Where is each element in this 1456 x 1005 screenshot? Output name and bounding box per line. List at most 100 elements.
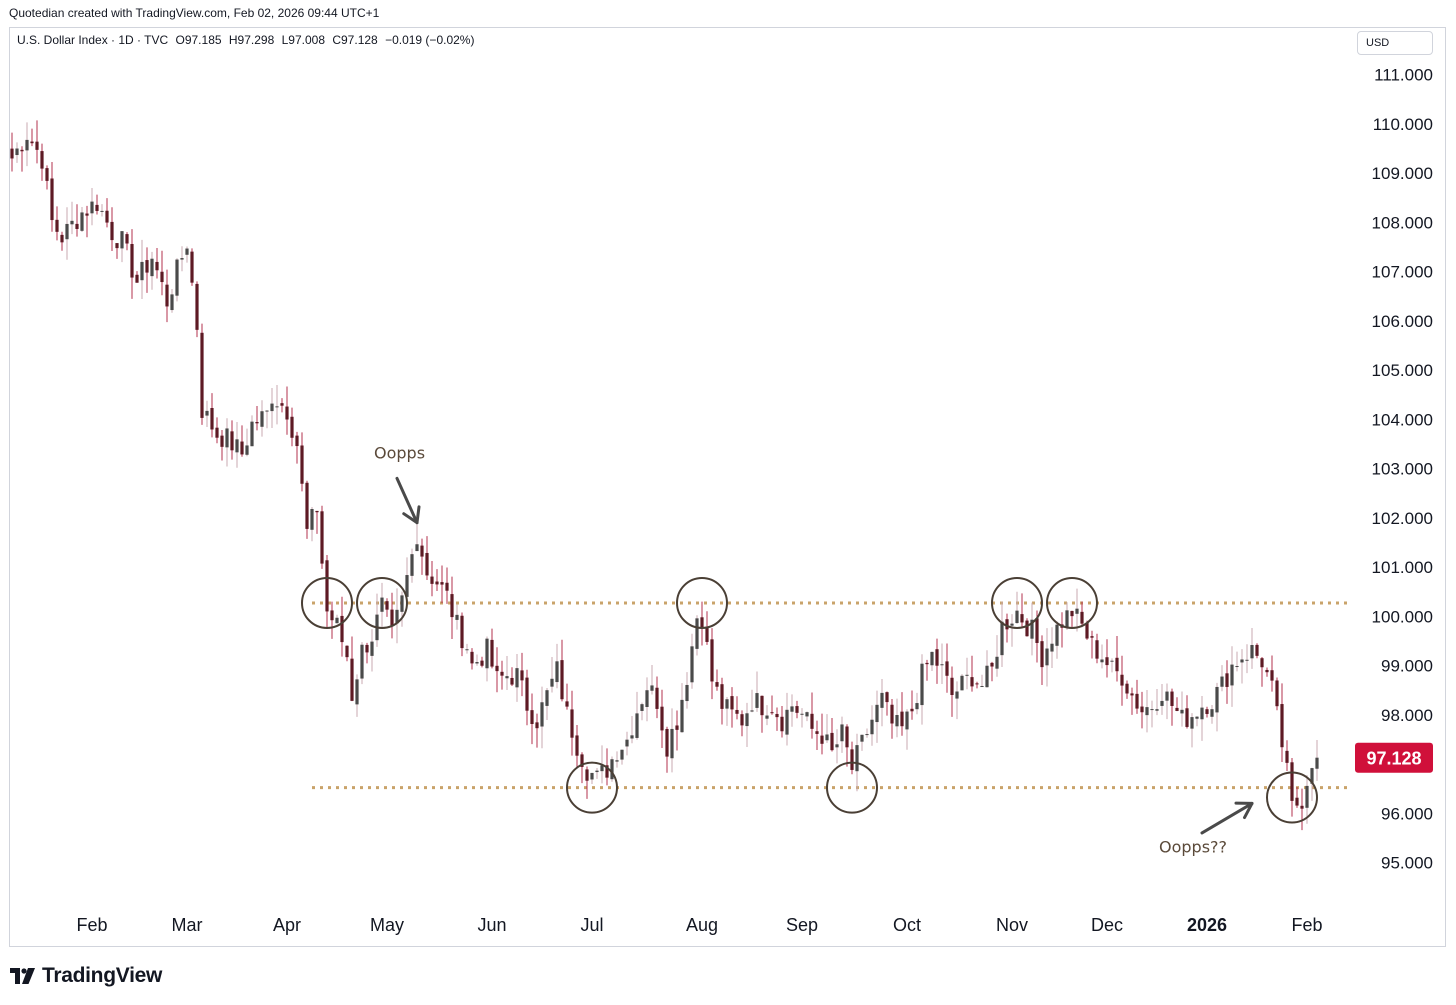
candle-body[interactable] [550,678,554,687]
candle-body[interactable] [950,677,954,695]
candle-body[interactable] [1005,619,1009,630]
candle-body[interactable] [355,679,359,705]
candle-body[interactable] [1270,670,1274,681]
candle-body[interactable] [20,149,24,152]
candle-body[interactable] [1310,768,1314,784]
candle-body[interactable] [240,441,244,455]
candle-body[interactable] [455,614,459,620]
candle-body[interactable] [1065,610,1069,629]
highlight-circle[interactable] [1046,576,1098,629]
candle-body[interactable] [1155,709,1159,711]
candle-body[interactable] [390,609,394,626]
candle-body[interactable] [810,713,814,729]
candle-body[interactable] [1200,707,1204,720]
candle-body[interactable] [235,439,239,453]
candle-body[interactable] [735,709,739,714]
candle-body[interactable] [760,695,764,716]
candle-body[interactable] [265,410,269,412]
candle-body[interactable] [1180,709,1184,714]
candle-body[interactable] [495,665,499,672]
candle-body[interactable] [1095,640,1099,659]
candle-body[interactable] [450,594,454,618]
candle-body[interactable] [775,713,779,718]
candle-body[interactable] [400,595,404,612]
candle-body[interactable] [800,713,804,715]
candle-body[interactable] [910,708,914,712]
candle-body[interactable] [1280,704,1284,748]
candle-body[interactable] [1050,643,1054,652]
candle-body[interactable] [650,685,654,691]
candle-body[interactable] [515,668,519,688]
candle-body[interactable] [580,754,584,767]
candle-body[interactable] [715,682,719,687]
candle-body[interactable] [395,609,399,624]
candle-body[interactable] [95,204,99,211]
candle-body[interactable] [200,332,204,418]
highlight-circle[interactable] [566,761,618,814]
candle-body[interactable] [755,693,759,708]
candle-body[interactable] [1020,614,1024,623]
candle-body[interactable] [660,706,664,731]
candle-body[interactable] [1275,680,1279,707]
candle-body[interactable] [460,615,464,649]
candle-body[interactable] [1015,610,1019,624]
candle-body[interactable] [905,711,909,730]
candle-body[interactable] [530,710,534,724]
candle-body[interactable] [620,749,624,760]
tradingview-logo[interactable]: TradingView [10,963,162,989]
candle-body[interactable] [875,704,879,723]
candle-body[interactable] [765,715,769,719]
candle-body[interactable] [320,511,324,564]
candle-body[interactable] [195,283,199,330]
candle-body[interactable] [885,692,889,703]
candle-body[interactable] [425,552,429,576]
candle-body[interactable] [915,703,919,710]
candle-body[interactable] [1285,750,1289,763]
candle-body[interactable] [245,445,249,455]
candle-body[interactable] [1185,708,1189,727]
candle-body[interactable] [790,706,794,712]
candle-body[interactable] [330,610,334,621]
candle-body[interactable] [1035,618,1039,643]
candle-body[interactable] [380,597,384,612]
candle-body[interactable] [250,421,254,447]
candle-body[interactable] [1300,805,1304,809]
candle-body[interactable] [705,626,709,642]
candle-body[interactable] [285,406,289,420]
candle-body[interactable] [1295,797,1299,806]
candle-body[interactable] [920,663,924,706]
candle-body[interactable] [675,725,679,730]
highlight-circle[interactable] [991,576,1043,629]
candle-body[interactable] [510,677,514,685]
candle-body[interactable] [365,644,369,653]
candle-body[interactable] [1210,709,1214,717]
candle-body[interactable] [360,644,364,679]
candle-body[interactable] [1220,676,1224,687]
candle-body[interactable] [555,661,559,683]
candle-body[interactable] [180,258,184,260]
candle-body[interactable] [465,649,469,651]
candle-body[interactable] [1120,674,1124,686]
candle-body[interactable] [540,702,544,727]
candle-body[interactable] [190,251,194,283]
candle-body[interactable] [215,427,219,438]
candle-body[interactable] [560,660,564,700]
candle-body[interactable] [855,745,859,772]
candle-body[interactable] [1130,693,1134,696]
candle-body[interactable] [960,675,964,691]
candle-body[interactable] [345,645,349,658]
candle-body[interactable] [295,435,299,447]
candle-body[interactable] [220,435,224,447]
candle-body[interactable] [1305,785,1309,808]
candle-body[interactable] [15,148,19,156]
candle-body[interactable] [230,431,234,451]
candle-body[interactable] [1075,608,1079,614]
candle-body[interactable] [1235,666,1239,668]
candle-body[interactable] [185,248,189,255]
highlight-circle[interactable] [826,761,878,814]
candle-body[interactable] [1150,709,1154,711]
candle-body[interactable] [340,615,344,643]
candle-body[interactable] [590,772,594,780]
candle-body[interactable] [1140,706,1144,713]
candle-body[interactable] [1115,657,1119,672]
